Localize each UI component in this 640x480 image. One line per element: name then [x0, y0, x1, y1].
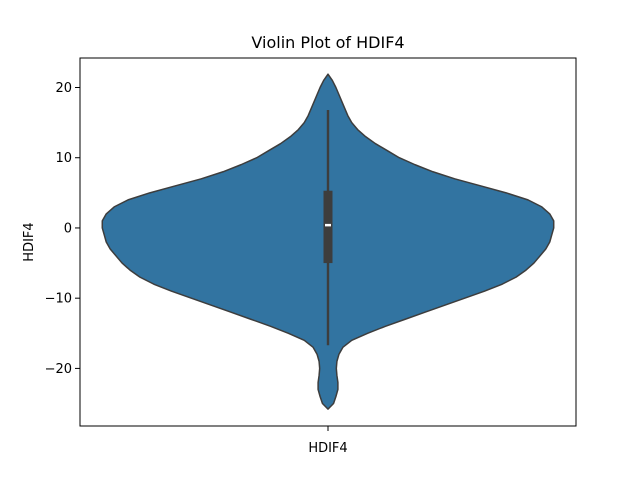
y-tick-label: −10 — [45, 292, 72, 307]
y-tick-label: 0 — [64, 221, 72, 236]
y-tick-label: 20 — [55, 81, 72, 96]
y-tick-label: 10 — [55, 151, 72, 166]
x-axis: HDIF4 — [308, 426, 348, 456]
y-axis: −20 −10 0 10 20 — [45, 81, 80, 377]
chart-title: Violin Plot of HDIF4 — [251, 33, 404, 52]
iqr-box — [323, 190, 333, 264]
x-tick-label: HDIF4 — [308, 441, 347, 456]
plot-area — [79, 57, 577, 427]
y-tick-label: −20 — [45, 362, 72, 377]
y-axis-label: HDIF4 — [22, 222, 37, 261]
